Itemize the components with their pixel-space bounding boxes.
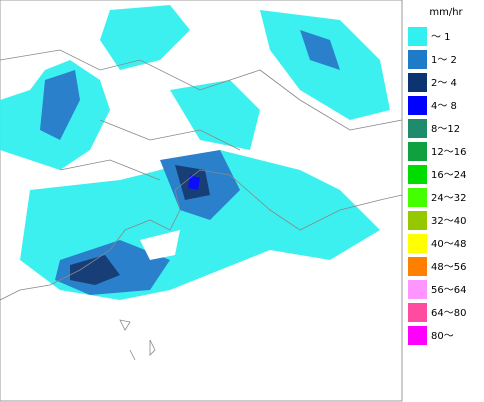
legend-title: mm/hr bbox=[429, 7, 463, 18]
legend-label: 〜 1 bbox=[431, 32, 451, 43]
legend-swatch bbox=[408, 50, 427, 69]
legend: 〜 1 1〜 2 2〜 4 4〜 8 8〜12 12〜16 16〜24 24〜32 32〜40 4… bbox=[408, 27, 466, 345]
legend-label: 8〜12 bbox=[431, 124, 460, 135]
coastline bbox=[0, 49, 403, 361]
legend-swatch bbox=[408, 326, 427, 345]
legend-swatch bbox=[408, 303, 427, 322]
legend-swatch bbox=[408, 96, 427, 115]
legend-swatch bbox=[408, 73, 427, 92]
legend-swatch bbox=[408, 142, 427, 161]
legend-swatch bbox=[408, 27, 427, 46]
legend-swatch bbox=[408, 280, 427, 299]
legend-label: 1〜 2 bbox=[431, 55, 457, 66]
legend-swatch bbox=[408, 165, 427, 184]
legend-swatch bbox=[408, 211, 427, 230]
legend-label: 56〜64 bbox=[431, 285, 466, 296]
legend-label: 48〜56 bbox=[431, 262, 466, 273]
legend-label: 32〜40 bbox=[431, 216, 466, 227]
legend-label: 64〜80 bbox=[431, 308, 466, 319]
legend-label: 40〜48 bbox=[431, 239, 466, 250]
legend-label: 4〜 8 bbox=[431, 101, 457, 112]
legend-label: 24〜32 bbox=[431, 193, 466, 204]
legend-swatch bbox=[408, 234, 427, 253]
legend-label: 2〜 4 bbox=[431, 78, 457, 89]
legend-swatch bbox=[408, 257, 427, 276]
legend-label: 16〜24 bbox=[431, 170, 466, 181]
legend-label: 80〜 bbox=[431, 331, 454, 342]
legend-swatch bbox=[408, 119, 427, 138]
legend-swatch bbox=[408, 188, 427, 207]
legend-label: 12〜16 bbox=[431, 147, 466, 158]
rain-area bbox=[0, 5, 390, 300]
